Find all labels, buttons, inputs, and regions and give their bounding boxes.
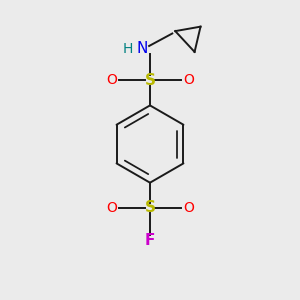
Text: O: O [183,201,194,215]
Text: F: F [145,233,155,248]
Text: O: O [183,73,194,87]
Text: N: N [137,41,148,56]
Text: O: O [106,201,117,215]
Text: O: O [106,73,117,87]
Text: S: S [145,200,155,215]
Text: S: S [145,73,155,88]
Text: H: H [122,42,133,56]
